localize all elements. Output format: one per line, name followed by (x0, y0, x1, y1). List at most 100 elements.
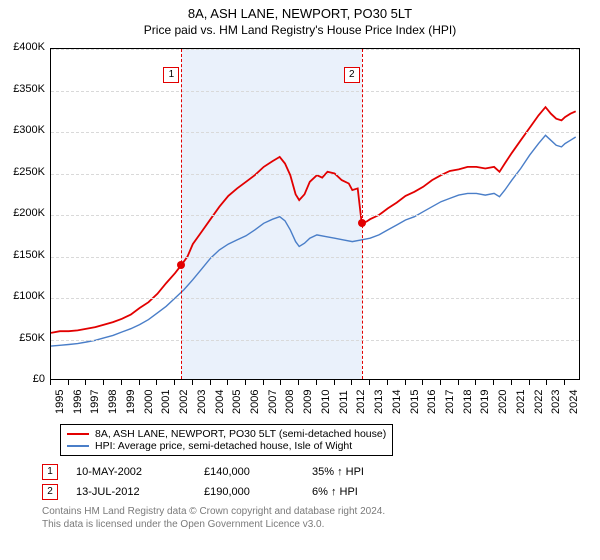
x-axis-label: 2014 (391, 390, 403, 414)
x-axis-label: 2023 (550, 390, 562, 414)
sale-marker-line (181, 49, 182, 379)
x-tick (529, 380, 530, 385)
y-axis-label: £150K (5, 249, 45, 261)
y-axis-label: £50K (5, 332, 45, 344)
sale-marker-line (362, 49, 363, 379)
x-tick (440, 380, 441, 385)
x-tick (85, 380, 86, 385)
x-tick (280, 380, 281, 385)
x-axis-label: 2006 (249, 390, 261, 414)
sale-record-row: 1 10-MAY-2002 £140,000 35% ↑ HPI (42, 464, 385, 480)
x-axis-label: 2007 (267, 390, 279, 414)
y-axis-label: £350K (5, 83, 45, 95)
x-axis-label: 2010 (320, 390, 332, 414)
y-axis-label: £100K (5, 290, 45, 302)
gridline-y (51, 132, 579, 133)
sale-record-delta: 35% ↑ HPI (312, 466, 364, 478)
sale-marker-label: 2 (344, 67, 360, 83)
x-tick (511, 380, 512, 385)
sale-record-date: 10-MAY-2002 (76, 466, 186, 478)
y-axis-label: £400K (5, 41, 45, 53)
x-tick (139, 380, 140, 385)
x-tick (263, 380, 264, 385)
x-tick (192, 380, 193, 385)
y-axis-label: £300K (5, 124, 45, 136)
license-line: Contains HM Land Registry data © Crown c… (42, 506, 385, 519)
x-axis-label: 2021 (515, 390, 527, 414)
x-axis-label: 2012 (355, 390, 367, 414)
gridline-y (51, 298, 579, 299)
legend-row: HPI: Average price, semi-detached house,… (67, 440, 386, 452)
x-axis-label: 2002 (178, 390, 190, 414)
sale-record-date: 13-JUL-2012 (76, 486, 186, 498)
x-axis-label: 2024 (568, 390, 580, 414)
legend: 8A, ASH LANE, NEWPORT, PO30 5LT (semi-de… (60, 424, 393, 456)
x-axis-label: 1996 (72, 390, 84, 414)
y-axis-label: £0 (5, 373, 45, 385)
legend-text: 8A, ASH LANE, NEWPORT, PO30 5LT (semi-de… (95, 428, 386, 440)
x-axis-label: 2001 (160, 390, 172, 414)
x-tick (475, 380, 476, 385)
x-axis-label: 2016 (426, 390, 438, 414)
license-notice: Contains HM Land Registry data © Crown c… (42, 506, 385, 531)
x-tick (316, 380, 317, 385)
sale-record-price: £140,000 (204, 466, 294, 478)
x-axis-label: 2018 (462, 390, 474, 414)
x-tick (103, 380, 104, 385)
x-tick (121, 380, 122, 385)
x-tick (298, 380, 299, 385)
x-axis-label: 2011 (338, 390, 350, 414)
chart-container: { "titles": { "line1": "8A, ASH LANE, NE… (0, 0, 600, 560)
plot-area: 12 (50, 48, 580, 380)
x-tick (369, 380, 370, 385)
x-axis-label: 1997 (89, 390, 101, 414)
x-tick (351, 380, 352, 385)
x-tick (387, 380, 388, 385)
x-axis-label: 2017 (444, 390, 456, 414)
x-axis-label: 2020 (497, 390, 509, 414)
gridline-y (51, 340, 579, 341)
x-axis-label: 2003 (196, 390, 208, 414)
x-tick (156, 380, 157, 385)
x-axis-label: 2004 (214, 390, 226, 414)
sale-record-marker: 1 (42, 464, 58, 480)
x-tick (493, 380, 494, 385)
gridline-y (51, 257, 579, 258)
gridline-y (51, 174, 579, 175)
x-tick (68, 380, 69, 385)
y-axis-label: £200K (5, 207, 45, 219)
legend-text: HPI: Average price, semi-detached house,… (95, 440, 352, 452)
legend-swatch-icon (67, 433, 89, 435)
sale-record-price: £190,000 (204, 486, 294, 498)
series-a-line (51, 107, 576, 333)
sale-point-icon (177, 261, 185, 269)
footer-section: 110-MAY-2002£140,00035% ↑ HPI213-JUL-201… (42, 464, 385, 531)
gridline-y (51, 91, 579, 92)
x-axis-label: 2000 (143, 390, 155, 414)
x-axis-label: 1995 (54, 390, 66, 414)
sale-point-icon (358, 219, 366, 227)
x-axis-label: 1999 (125, 390, 137, 414)
x-tick (50, 380, 51, 385)
sale-marker-label: 1 (163, 67, 179, 83)
x-tick (546, 380, 547, 385)
license-line: This data is licensed under the Open Gov… (42, 519, 385, 532)
x-axis-label: 2022 (533, 390, 545, 414)
x-tick (405, 380, 406, 385)
gridline-y (51, 215, 579, 216)
x-axis-label: 2009 (302, 390, 314, 414)
x-tick (334, 380, 335, 385)
x-tick (245, 380, 246, 385)
x-tick (210, 380, 211, 385)
title-subtitle: Price paid vs. HM Land Registry's House … (0, 23, 600, 37)
x-axis-label: 2015 (409, 390, 421, 414)
x-axis-label: 2005 (231, 390, 243, 414)
x-axis-label: 2008 (284, 390, 296, 414)
x-tick (174, 380, 175, 385)
title-address: 8A, ASH LANE, NEWPORT, PO30 5LT (0, 6, 600, 21)
chart-area: 12 £0£50K£100K£150K£200K£250K£300K£350K£… (50, 48, 580, 380)
legend-row: 8A, ASH LANE, NEWPORT, PO30 5LT (semi-de… (67, 428, 386, 440)
x-tick (564, 380, 565, 385)
x-axis-label: 2013 (373, 390, 385, 414)
gridline-y (51, 49, 579, 50)
